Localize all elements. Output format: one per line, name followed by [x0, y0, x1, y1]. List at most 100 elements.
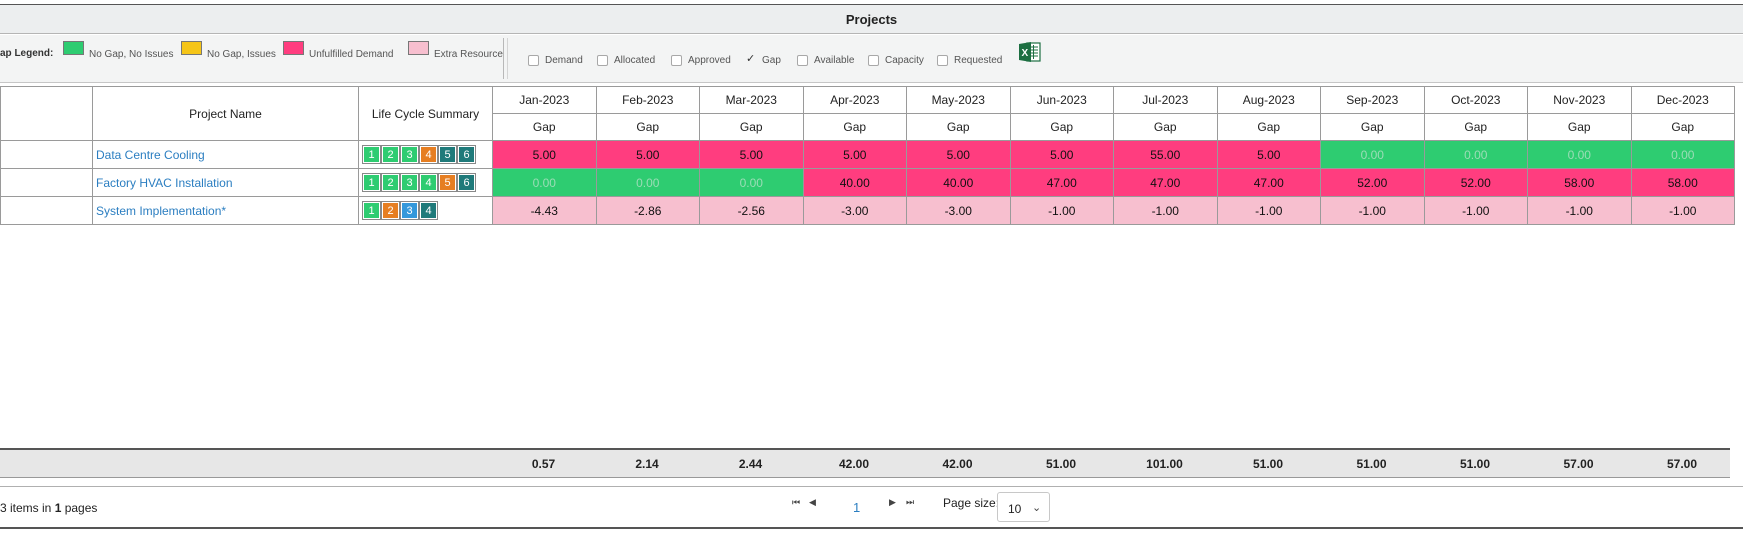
checkbox-box[interactable]: [868, 55, 879, 66]
life-cycle-stage-badge[interactable]: 3: [400, 145, 419, 164]
gap-value-cell[interactable]: 0.00: [699, 168, 804, 197]
gap-value-cell[interactable]: -1.00: [1527, 196, 1632, 225]
gap-value-cell[interactable]: 0.00: [1423, 140, 1528, 169]
first-page-icon[interactable]: ⏮: [792, 497, 801, 507]
life-cycle-stage-badge[interactable]: 2: [381, 201, 400, 220]
legend-label: ap Legend:: [0, 48, 54, 59]
gap-value-cell[interactable]: 5.00: [595, 140, 700, 169]
pager-info-pages: 1: [54, 501, 62, 515]
column-subheader-gap: Gap: [906, 113, 1011, 141]
life-cycle-stage-badge[interactable]: 5: [438, 173, 457, 192]
column-header-month[interactable]: Jan-2023: [492, 86, 597, 114]
gap-value-cell[interactable]: 52.00: [1423, 168, 1528, 197]
life-cycle-stage-badge[interactable]: 6: [457, 145, 476, 164]
gap-value-cell[interactable]: 0.00: [1527, 140, 1632, 169]
column-header-month[interactable]: Oct-2023: [1423, 86, 1528, 114]
life-cycle-stage-badge[interactable]: 4: [419, 173, 438, 192]
gap-value-cell[interactable]: 0.00: [1320, 140, 1425, 169]
gap-value-cell[interactable]: -3.00: [802, 196, 907, 225]
gap-value-cell[interactable]: -4.43: [492, 196, 597, 225]
checkbox-box[interactable]: [671, 55, 682, 66]
project-name-link[interactable]: Data Centre Cooling: [92, 140, 359, 169]
gap-value-cell[interactable]: -1.00: [1216, 196, 1321, 225]
life-cycle-stage-badge[interactable]: 1: [362, 201, 381, 220]
gap-value-cell[interactable]: -1.00: [1423, 196, 1528, 225]
table-row: Data Centre Cooling 1 2 3 4 5 6 5.00 5.00 5.00 5.0…: [0, 140, 1735, 169]
column-header-month[interactable]: Nov-2023: [1527, 86, 1632, 114]
pager-info: 3 items in 1 pages: [0, 501, 97, 515]
life-cycle-stage-badge[interactable]: 2: [381, 145, 400, 164]
prev-page-icon[interactable]: ◀: [809, 497, 816, 507]
gap-value-cell[interactable]: 40.00: [802, 168, 907, 197]
toolbar-divider: [507, 38, 508, 79]
gap-value-cell[interactable]: 58.00: [1527, 168, 1632, 197]
current-page[interactable]: 1: [853, 500, 861, 515]
next-page-icon[interactable]: ▶: [889, 497, 896, 507]
gap-value-cell[interactable]: 5.00: [699, 140, 804, 169]
gap-value-cell[interactable]: -2.56: [699, 196, 804, 225]
column-header-project-name[interactable]: Project Name: [92, 86, 359, 141]
checkbox-box[interactable]: [937, 55, 948, 66]
project-name-link[interactable]: System Implementation*: [92, 196, 359, 225]
gap-value-cell[interactable]: 5.00: [1216, 140, 1321, 169]
row-cell-blank: [0, 196, 93, 225]
life-cycle-stage-badge[interactable]: 3: [400, 201, 419, 220]
gap-value-cell[interactable]: -2.86: [595, 196, 700, 225]
life-cycle-stage-badge[interactable]: 1: [362, 145, 381, 164]
page-size-select[interactable]: 10 ⌄: [997, 492, 1050, 522]
life-cycle-stage-badge[interactable]: 2: [381, 173, 400, 192]
gap-value-cell[interactable]: -1.00: [1113, 196, 1218, 225]
gap-value-cell[interactable]: 5.00: [906, 140, 1011, 169]
life-cycle-stage-badge[interactable]: 3: [400, 173, 419, 192]
column-header-month[interactable]: Apr-2023: [802, 86, 907, 114]
toolbar-divider: [503, 38, 504, 79]
gap-value-cell[interactable]: 58.00: [1630, 168, 1735, 197]
column-header-month[interactable]: Mar-2023: [699, 86, 804, 114]
column-header-month[interactable]: Jun-2023: [1009, 86, 1114, 114]
gap-value-cell[interactable]: 52.00: [1320, 168, 1425, 197]
gap-value-cell[interactable]: 40.00: [906, 168, 1011, 197]
gap-value-cell[interactable]: 47.00: [1216, 168, 1321, 197]
checkbox-box[interactable]: [528, 55, 539, 66]
life-cycle-stage-badge[interactable]: 6: [457, 173, 476, 192]
gap-value-cell[interactable]: 47.00: [1113, 168, 1218, 197]
gap-value-cell[interactable]: -1.00: [1009, 196, 1114, 225]
column-subheader-gap: Gap: [1113, 113, 1218, 141]
gap-value-cell[interactable]: 5.00: [492, 140, 597, 169]
total-value: 57.00: [1666, 457, 1698, 471]
checkbox-box[interactable]: [597, 55, 608, 66]
column-header-month[interactable]: Aug-2023: [1216, 86, 1321, 114]
gap-value-cell[interactable]: 0.00: [595, 168, 700, 197]
checkbox-box[interactable]: [797, 55, 808, 66]
last-page-icon[interactable]: ⏭: [906, 497, 915, 507]
life-cycle-stage-badge[interactable]: 4: [419, 145, 438, 164]
gap-value-cell[interactable]: 47.00: [1009, 168, 1114, 197]
gap-value-cell[interactable]: 5.00: [802, 140, 907, 169]
column-header-month[interactable]: Feb-2023: [595, 86, 700, 114]
life-cycle-stage-badge[interactable]: 4: [419, 201, 438, 220]
gap-value-cell[interactable]: -3.00: [906, 196, 1011, 225]
life-cycle-stage-badge[interactable]: 1: [362, 173, 381, 192]
column-header-month[interactable]: Dec-2023: [1630, 86, 1735, 114]
column-header-month[interactable]: Sep-2023: [1320, 86, 1425, 114]
excel-export-icon[interactable]: X: [1018, 40, 1042, 64]
page-size-value: 10: [1008, 502, 1022, 516]
checkbox-box[interactable]: ✓: [745, 53, 756, 66]
gap-value-cell[interactable]: 0.00: [492, 168, 597, 197]
life-cycle-stage-badge[interactable]: 5: [438, 145, 457, 164]
column-header-month[interactable]: May-2023: [906, 86, 1011, 114]
filter-label: Requested: [954, 55, 1003, 66]
gap-value-cell[interactable]: 55.00: [1113, 140, 1218, 169]
column-header-month[interactable]: Jul-2023: [1113, 86, 1218, 114]
gap-value-cell[interactable]: -1.00: [1320, 196, 1425, 225]
gap-value-cell[interactable]: 5.00: [1009, 140, 1114, 169]
gap-value-cell[interactable]: 0.00: [1630, 140, 1735, 169]
legend-swatch: [63, 41, 84, 55]
table-row: Factory HVAC Installation 1 2 3 4 5 6 0.00 0.00 0…: [0, 168, 1735, 197]
project-name-link[interactable]: Factory HVAC Installation: [92, 168, 359, 197]
column-header-life-cycle[interactable]: Life Cycle Summary: [358, 86, 493, 141]
gap-value-cell[interactable]: -1.00: [1630, 196, 1735, 225]
total-value: 51.00: [1356, 457, 1387, 471]
